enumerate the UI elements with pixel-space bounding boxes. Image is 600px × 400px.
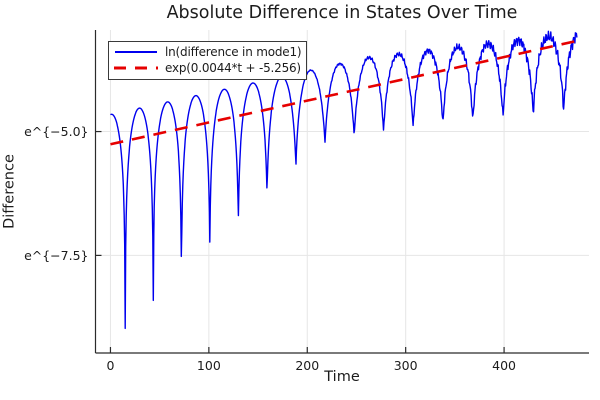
legend-solid-line-sample xyxy=(115,51,157,53)
x-tick-label: 0 xyxy=(106,358,114,373)
y-tick-label: e^{−7.5} xyxy=(24,248,88,263)
x-tick-label: 200 xyxy=(295,358,319,373)
legend-item-ln-difference: ln(difference in mode1) xyxy=(112,44,302,60)
series-ln-difference-curve xyxy=(110,30,578,330)
chart-title: Absolute Difference in States Over Time xyxy=(166,3,518,23)
legend-label-exp-fit: exp(0.0044*t + -5.256) xyxy=(165,61,301,75)
x-axis-label: Time xyxy=(324,369,360,385)
legend-dashed-line-sample xyxy=(114,66,158,70)
y-tick-label: e^{−5.0} xyxy=(24,124,88,139)
legend-item-exp-fit: exp(0.0044*t + -5.256) xyxy=(112,60,301,76)
x-tick-label: 300 xyxy=(394,358,418,373)
legend: ln(difference in mode1) exp(0.0044*t + -… xyxy=(108,41,308,80)
fit-line-exp xyxy=(110,39,579,146)
x-tick-label: 400 xyxy=(492,358,516,373)
y-axis-label: Difference xyxy=(1,154,18,229)
legend-label-ln-difference: ln(difference in mode1) xyxy=(165,45,302,59)
x-tick-label: 100 xyxy=(197,358,221,373)
